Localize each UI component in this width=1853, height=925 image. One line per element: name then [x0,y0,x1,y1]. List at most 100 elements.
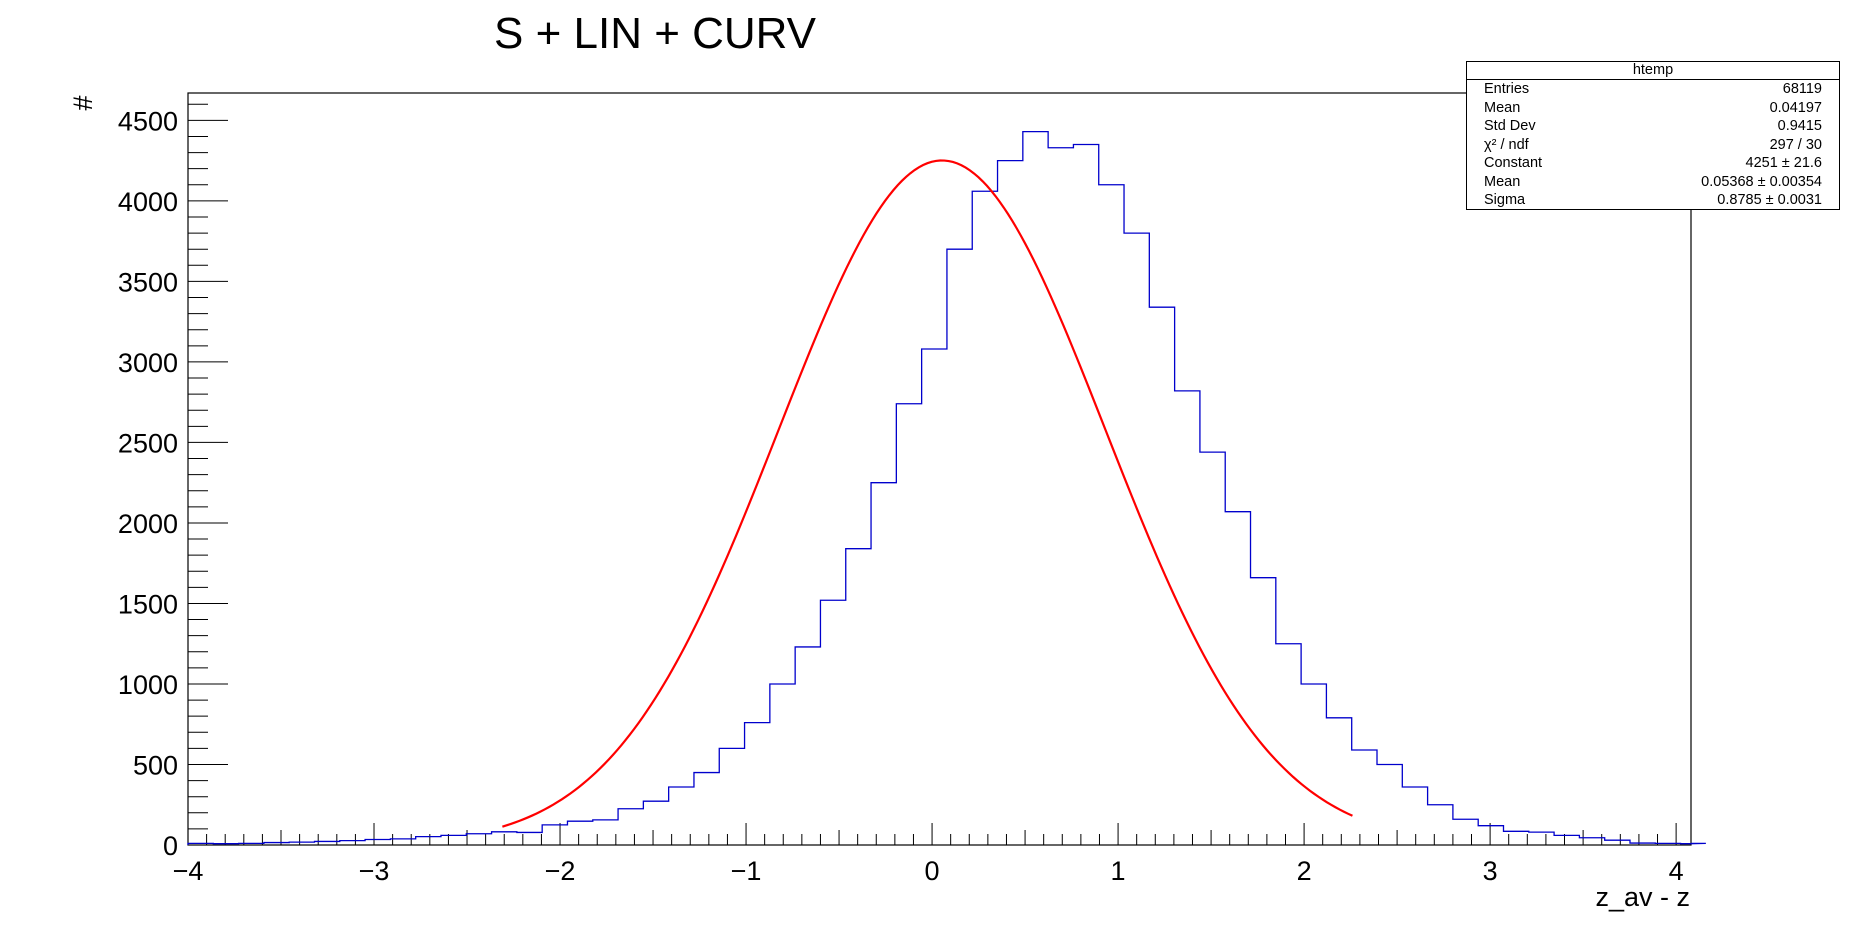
x-tick-label: 2 [1297,856,1312,886]
y-tick-label: 2500 [118,428,178,458]
stats-value: 0.05368 ± 0.00354 [1701,173,1822,190]
y-axis-label: # [68,95,98,110]
plot-frame [187,92,1692,846]
histogram-bin [745,723,770,845]
histogram-bin [416,837,441,845]
histogram-bin [1073,145,1098,845]
x-tick-label: −3 [359,856,390,886]
histogram-bin [441,835,466,845]
stats-label: Sigma [1484,192,1526,208]
histogram-bin [365,840,390,845]
stats-label: Mean [1484,173,1521,190]
y-tick-label: 4500 [118,106,178,136]
stats-row-chi2-ndf: χ² / ndf 297 / 30 [1467,136,1839,155]
y-tick-label: 1500 [118,589,178,619]
histogram-bin [1554,835,1579,845]
y-tick-label: 0 [163,831,178,861]
histogram-bin [567,821,592,845]
y-tick-label: 3500 [118,267,178,297]
stats-box-title: htemp [1467,62,1839,80]
histogram-bin [466,834,491,845]
histogram-bin [1402,787,1427,845]
x-tick-label: −4 [173,856,204,886]
y-tick-label: 3000 [118,348,178,378]
histogram-bin [1428,805,1453,845]
stats-label: Constant [1484,155,1543,171]
histogram-bin [922,349,947,845]
gaussian-fit-line [502,159,1353,828]
chart-title: S + LIN + CURV [494,9,817,58]
histogram-bin [1099,185,1124,845]
y-tick-label: 2000 [118,509,178,539]
y-tick-label: 500 [133,750,178,780]
stats-label: Mean [1484,99,1521,116]
x-tick-label: 1 [1111,856,1126,886]
x-axis-label: z_av - z [1595,882,1690,912]
x-tick-label: 3 [1483,856,1498,886]
stats-value: 297 / 30 [1769,136,1822,153]
histogram-bin [643,801,668,845]
histogram-bin [1503,831,1528,845]
histogram-bin [1124,233,1149,845]
histogram-bin [1453,819,1478,845]
histogram-bin [896,404,921,845]
histogram-outline [187,130,1706,845]
histogram-bin [1326,718,1351,845]
stats-label: Entries [1484,81,1530,97]
histogram-bin [1200,452,1225,845]
histogram-bin [1352,750,1377,845]
histogram-bars [187,130,1706,845]
histogram-bin [1478,826,1503,845]
histogram-bin [1023,132,1048,845]
stats-label: χ² / ndf [1484,136,1529,153]
histogram-bin [770,684,795,845]
histogram-bin [1048,148,1073,845]
x-tick-label: −2 [545,856,576,886]
stats-box: htemp Entries 68119 Mean 0.04197 Std Dev… [1466,61,1840,210]
stats-row-entries: Entries 68119 [1467,80,1839,99]
histogram-bin [719,748,744,845]
histogram-bin [390,839,415,845]
histogram-bin [593,820,618,845]
histogram-bin [1149,307,1174,845]
histogram-bin [517,832,542,845]
histogram-bin [1529,832,1554,845]
y-axis: 0 500 1000 1500 2000 2500 3000 3500 4000 4500 [118,103,228,861]
histogram-bin [820,600,845,845]
stats-row-sigma: Sigma 0.8785 ± 0.0031 [1467,191,1839,210]
y-tick-label: 4000 [118,187,178,217]
histogram-bin [1276,644,1301,845]
stats-row-constant: Constant 4251 ± 21.6 [1467,154,1839,173]
stats-label: Std Dev [1484,118,1536,134]
x-axis: −4 −3 −2 −1 0 1 2 3 4 [173,823,1684,886]
stats-row-fit-mean: Mean 0.05368 ± 0.00354 [1467,173,1839,192]
histogram-bin [1301,684,1326,845]
histogram-bin [1605,840,1630,845]
histogram-bin [998,161,1023,845]
histogram-bin [795,647,820,845]
histogram-bin [1251,578,1276,845]
histogram-bin [618,809,643,845]
stats-value: 0.9415 [1777,118,1822,134]
histogram-bin [542,825,567,845]
histogram-bin [846,549,871,845]
histogram-bin [1377,764,1402,845]
stats-row-std-dev: Std Dev 0.9415 [1467,117,1839,136]
stats-value: 68119 [1782,81,1822,97]
stats-value: 0.8785 ± 0.0031 [1717,192,1822,208]
x-tick-label: −1 [731,856,762,886]
histogram-bin [972,191,997,845]
y-tick-label: 1000 [118,670,178,700]
x-tick-label: 0 [925,856,940,886]
x-tick-label: 4 [1669,856,1684,886]
histogram-bin [1175,391,1200,845]
histogram-bin [947,249,972,845]
stats-value: 4251 ± 21.6 [1745,155,1823,171]
stats-row-mean: Mean 0.04197 [1467,99,1839,118]
histogram-bin [871,483,896,845]
histogram-bin [694,773,719,845]
stats-value: 0.04197 [1769,99,1822,116]
histogram-bin [340,841,365,845]
histogram-bin [1225,512,1250,845]
